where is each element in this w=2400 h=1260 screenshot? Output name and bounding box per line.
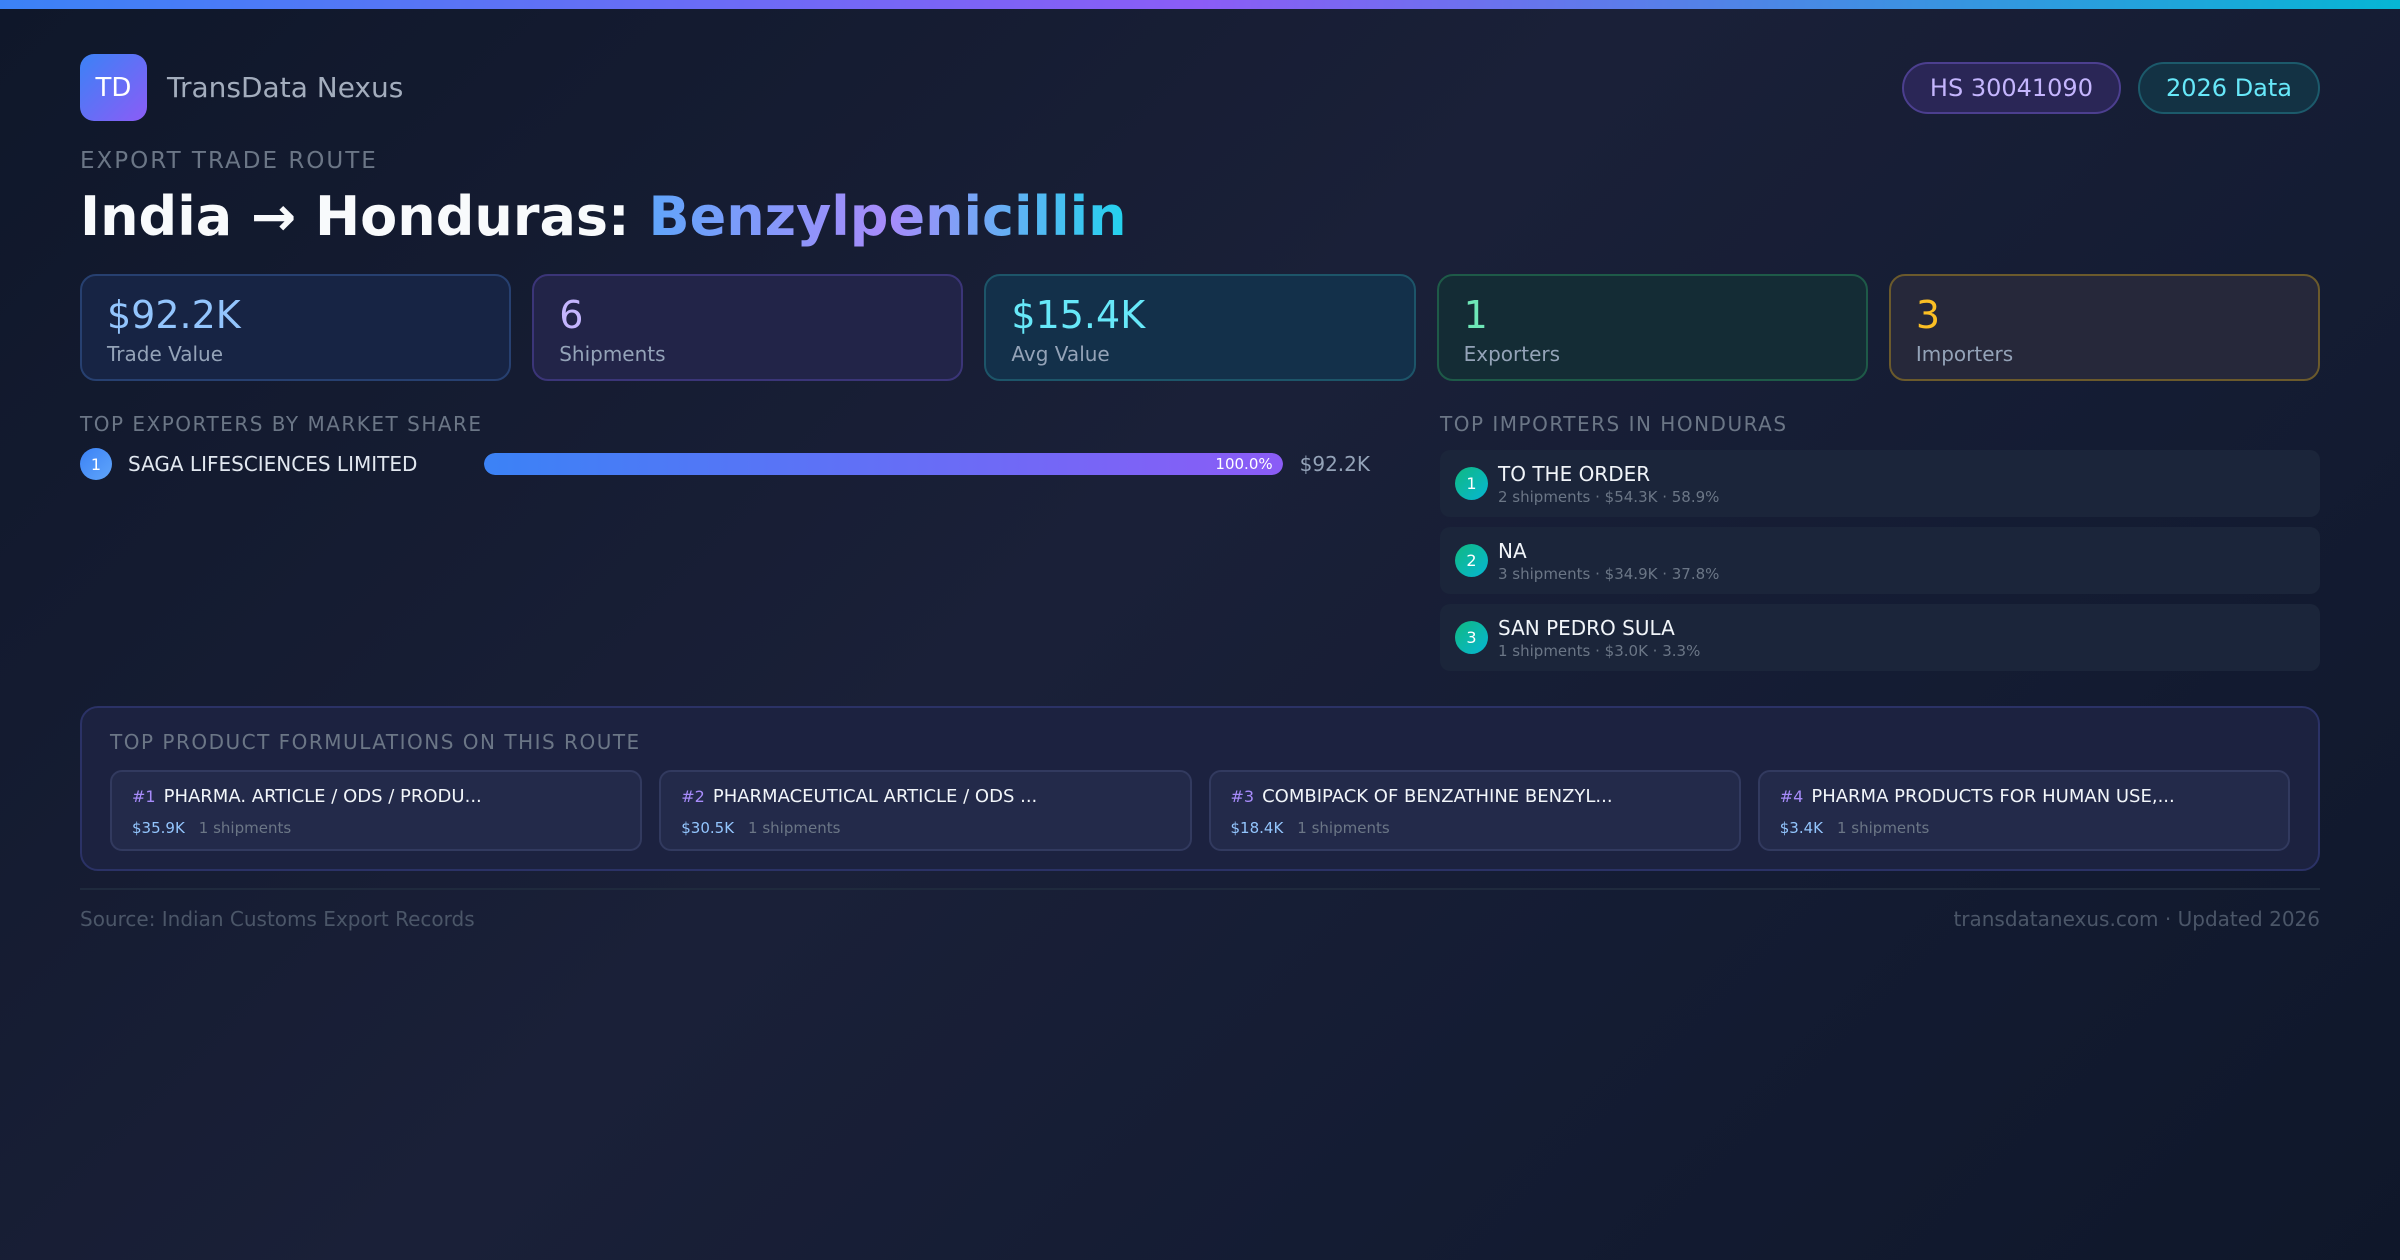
formulation-value: $30.5K bbox=[681, 819, 735, 837]
formulation-name: PHARMACEUTICAL ARTICLE / ODS ... bbox=[712, 786, 1038, 807]
stat-trade-value: $92.2K Trade Value bbox=[80, 274, 512, 381]
stat-label: Shipments bbox=[559, 342, 666, 366]
stat-value: $15.4K bbox=[1011, 293, 1146, 337]
rank-badge: 1 bbox=[80, 448, 112, 480]
formulation-rank: #2 bbox=[681, 787, 705, 806]
route-eyebrow: EXPORT TRADE ROUTE bbox=[80, 148, 378, 174]
stat-value: 3 bbox=[1915, 293, 1940, 337]
logo[interactable]: TD bbox=[80, 54, 147, 121]
importer-item[interactable]: 3 SAN PEDRO SULA 1 shipments · $3.0K · 3.3… bbox=[1440, 604, 2320, 671]
formulations-panel: TOP PRODUCT FORMULATIONS ON THIS ROUTE #… bbox=[80, 706, 2320, 871]
exporter-value: $92.2K bbox=[1299, 452, 1370, 476]
stat-label: Trade Value bbox=[107, 342, 224, 366]
rank-badge: 3 bbox=[1455, 621, 1488, 654]
formulations-heading: TOP PRODUCT FORMULATIONS ON THIS ROUTE bbox=[110, 730, 641, 754]
formulation-name: PHARMA PRODUCTS FOR HUMAN USE,... bbox=[1811, 786, 2175, 807]
market-share-label: 100.0% bbox=[1215, 455, 1273, 473]
brand-name: TransData Nexus bbox=[167, 71, 404, 104]
header: TD TransData Nexus HS 30041090 2026 Data bbox=[80, 54, 2320, 121]
stat-importers: 3 Importers bbox=[1888, 274, 2321, 381]
footer-site[interactable]: transdatanexus.com · Updated 2026 bbox=[1953, 907, 2320, 931]
importer-name: SAN PEDRO SULA bbox=[1498, 615, 1675, 640]
rank-badge: 1 bbox=[1455, 467, 1488, 500]
formulation-shipments: 1 shipments bbox=[1297, 819, 1390, 837]
formulation-value: $3.4K bbox=[1779, 819, 1823, 837]
stat-value: 6 bbox=[559, 293, 584, 337]
rank-badge: 2 bbox=[1455, 544, 1488, 577]
formulation-rank: #1 bbox=[132, 787, 156, 806]
importer-item[interactable]: 2 NA 3 shipments · $34.9K · 37.8% bbox=[1440, 527, 2320, 594]
formulation-card[interactable]: #3 COMBIPACK OF BENZATHINE BENZYL... $18.4… bbox=[1208, 770, 1741, 851]
top-accent-bar bbox=[0, 0, 2400, 9]
formulation-value: $18.4K bbox=[1230, 819, 1284, 837]
year-badge: 2026 Data bbox=[2137, 61, 2320, 114]
importers-heading: TOP IMPORTERS IN HONDURAS bbox=[1440, 412, 1788, 436]
exporter-name: SAGA LIFESCIENCES LIMITED bbox=[128, 452, 418, 476]
importers-list: 1 TO THE ORDER 2 shipments · $54.3K · 58.9… bbox=[1440, 450, 2320, 681]
importer-meta: 2 shipments · $54.3K · 58.9% bbox=[1498, 487, 1720, 506]
hs-code-badge: HS 30041090 bbox=[1901, 61, 2121, 114]
formulation-card[interactable]: #2 PHARMACEUTICAL ARTICLE / ODS ... $30.5K… bbox=[659, 770, 1192, 851]
formulation-card[interactable]: #1 PHARMA. ARTICLE / ODS / PRODU... $35.9K… bbox=[110, 770, 643, 851]
formulation-rank: #3 bbox=[1230, 787, 1255, 806]
formulation-rank: #4 bbox=[1779, 787, 1804, 806]
market-share-bar: 100.0% bbox=[483, 453, 1283, 475]
importer-item[interactable]: 1 TO THE ORDER 2 shipments · $54.3K · 58.9… bbox=[1440, 450, 2320, 517]
importer-meta: 3 shipments · $34.9K · 37.8% bbox=[1498, 564, 1720, 583]
stat-exporters: 1 Exporters bbox=[1436, 274, 1868, 381]
formulation-value: $35.9K bbox=[132, 819, 185, 837]
importer-name: NA bbox=[1498, 538, 1527, 563]
formulation-card[interactable]: #4 PHARMA PRODUCTS FOR HUMAN USE,... $3.4K… bbox=[1757, 770, 2290, 851]
formulation-name: COMBIPACK OF BENZATHINE BENZYL... bbox=[1262, 786, 1613, 807]
stats-row: $92.2K Trade Value 6 Shipments $15.4K Avg V… bbox=[80, 274, 2321, 381]
formulation-shipments: 1 shipments bbox=[748, 819, 841, 837]
footer-source: Source: Indian Customs Export Records bbox=[80, 907, 475, 931]
exporter-row[interactable]: 1 SAGA LIFESCIENCES LIMITED 100.0% $92.2… bbox=[80, 448, 1370, 480]
stat-avg-value: $15.4K Avg Value bbox=[984, 274, 1416, 381]
title-route: India → Honduras: bbox=[80, 185, 649, 248]
page-title: India → Honduras: Benzylpenicillin bbox=[80, 185, 1127, 248]
market-share-fill: 100.0% bbox=[483, 453, 1283, 475]
stat-label: Avg Value bbox=[1011, 342, 1110, 366]
stat-value: $92.2K bbox=[107, 293, 241, 337]
importer-name: TO THE ORDER bbox=[1498, 461, 1651, 486]
stat-shipments: 6 Shipments bbox=[532, 274, 964, 381]
formulation-shipments: 1 shipments bbox=[1837, 819, 1930, 837]
stat-label: Importers bbox=[1915, 342, 2014, 366]
title-product: Benzylpenicillin bbox=[648, 185, 1127, 248]
importer-meta: 1 shipments · $3.0K · 3.3% bbox=[1498, 641, 1701, 660]
formulation-name: PHARMA. ARTICLE / ODS / PRODU... bbox=[163, 786, 482, 807]
stat-label: Exporters bbox=[1463, 342, 1561, 366]
footer-divider bbox=[80, 888, 2320, 890]
exporters-heading: TOP EXPORTERS BY MARKET SHARE bbox=[80, 412, 483, 436]
formulation-shipments: 1 shipments bbox=[198, 819, 292, 837]
stat-value: 1 bbox=[1463, 293, 1488, 337]
